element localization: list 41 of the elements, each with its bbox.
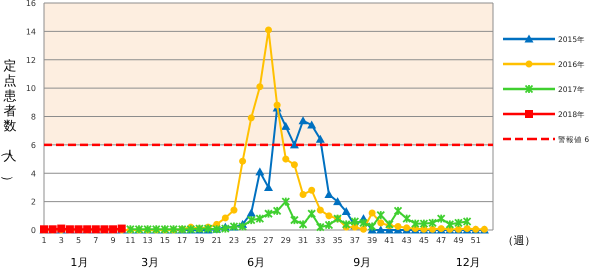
x-tick-label: 9 xyxy=(110,236,116,245)
x-tick-label: 43 xyxy=(402,236,412,245)
y-tick-label: 8 xyxy=(30,112,36,122)
y-tick-label: 6 xyxy=(30,140,36,150)
y-tick-label: 12 xyxy=(26,56,36,65)
x-tick-label: 33 xyxy=(315,236,326,245)
x-tick-label: 1 xyxy=(41,236,47,245)
y-tick-label: 14 xyxy=(26,27,36,36)
x2-tick-label: 12月 xyxy=(456,256,481,269)
x-tick-label: 31 xyxy=(298,236,308,245)
x-tick-label: 49 xyxy=(453,236,464,245)
x-tick-label: 35 xyxy=(332,236,343,245)
x-tick-label: 23 xyxy=(228,236,240,245)
y-tick-label: 4 xyxy=(30,169,36,178)
y-tick-label: 16 xyxy=(26,0,36,8)
x-tick-label: 7 xyxy=(93,236,98,245)
y-tick-label: 0 xyxy=(30,226,36,235)
y-tick-label: 10 xyxy=(26,84,36,94)
x-tick-label: 21 xyxy=(212,236,222,245)
x2-tick-label: 1月 xyxy=(70,256,88,269)
x2-tick-label: 6月 xyxy=(247,256,266,269)
x-tick-label: 45 xyxy=(418,236,430,245)
x2-tick-label: 3月 xyxy=(141,256,160,269)
x-tick-label: 51 xyxy=(470,236,481,245)
x-tick-label: 39 xyxy=(367,236,378,245)
x-tick-label: 25 xyxy=(246,236,256,245)
x-tick-label: 3 xyxy=(58,236,64,245)
x-tick-label: 37 xyxy=(350,236,360,245)
x-tick-label: 27 xyxy=(263,236,274,245)
x-tick-label: 41 xyxy=(384,236,394,245)
y-tick-label: 2 xyxy=(30,198,36,207)
x-tick-label: 47 xyxy=(436,236,446,245)
x-tick-label: 11 xyxy=(125,236,136,245)
x-tick-label: 19 xyxy=(194,236,205,245)
x-tick-label: 17 xyxy=(177,236,188,245)
x-tick-label: 15 xyxy=(160,236,170,245)
x-tick-label: 13 xyxy=(142,236,153,245)
x2-tick-label: 9月 xyxy=(353,256,372,269)
x-tick-label: 5 xyxy=(76,236,82,245)
x-tick-label: 29 xyxy=(280,236,291,245)
x-axis-title: （週） xyxy=(502,234,536,247)
